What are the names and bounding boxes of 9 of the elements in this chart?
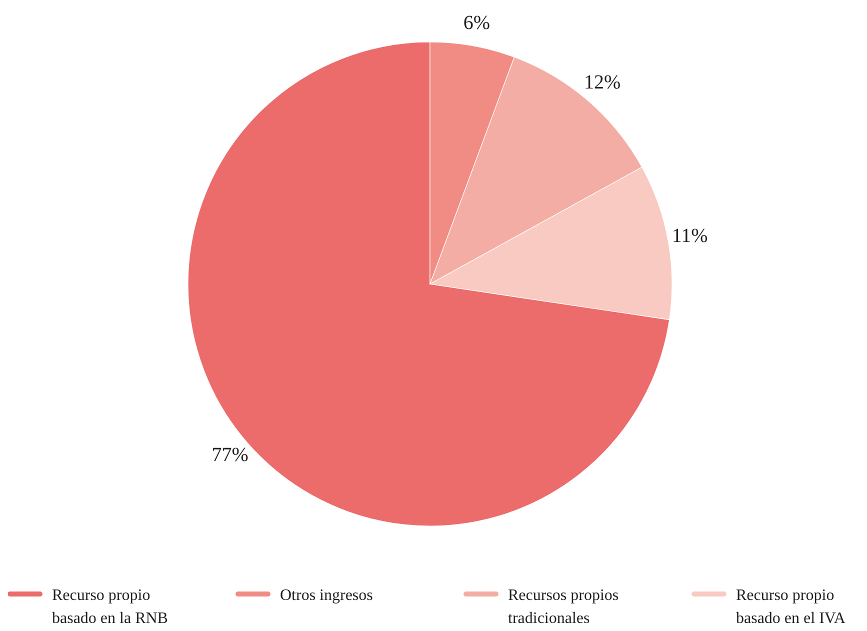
legend-label: Recurso propio basado en el IVA — [736, 587, 846, 627]
data-label: 6% — [463, 12, 490, 34]
legend-label: Recursos propios tradicionales — [508, 587, 619, 627]
legend-label: Otros ingresos — [280, 587, 373, 604]
data-label: 77% — [212, 444, 248, 466]
pie-slice — [188, 42, 670, 526]
data-label: 11% — [672, 224, 708, 247]
legend-label: Recurso propio basado en la RNB — [52, 587, 168, 627]
data-label: 12% — [584, 72, 621, 94]
